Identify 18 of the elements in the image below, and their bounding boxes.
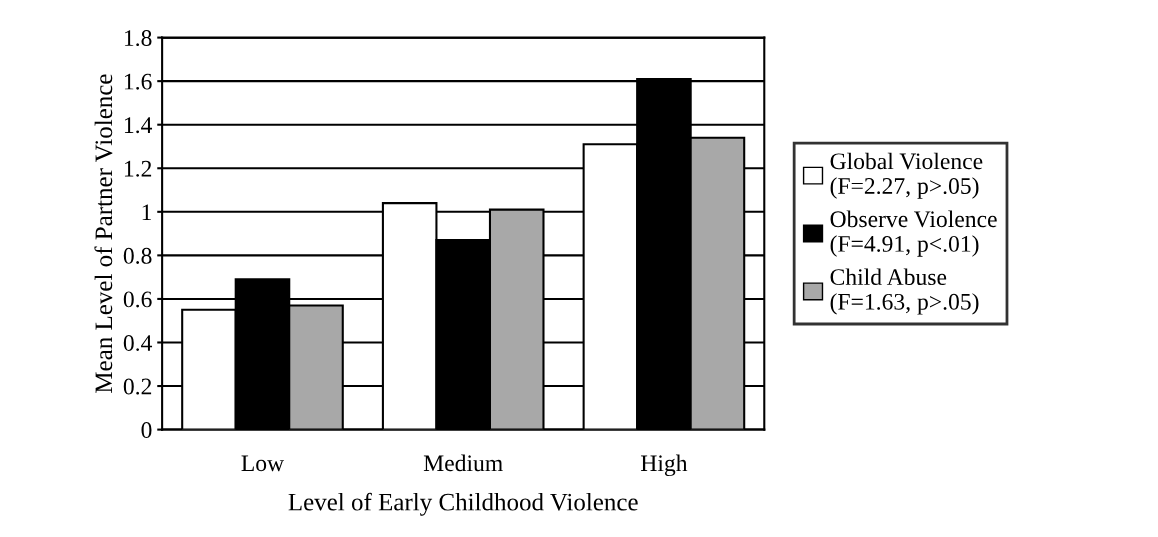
y-tick-label: 0.2	[123, 378, 152, 395]
y-tick-label: 1.4	[124, 117, 153, 134]
legend-label: Child Abuse (F=1.63, p>.05)	[830, 268, 979, 315]
y-tick-label: 0	[141, 422, 152, 439]
legend-label: Observe Violence (F=4.91, p<.01)	[830, 210, 997, 257]
y-tick-label: 1.6	[124, 73, 152, 90]
y-tick-label: 1.2	[124, 160, 152, 177]
y-tick-label: 0.4	[123, 334, 153, 352]
y-tick-label: 0.6	[123, 291, 152, 308]
x-tick-label: Low	[241, 455, 285, 472]
y-tick-label: 1.8	[124, 30, 152, 47]
y-axis-title: Mean Level of Partner Violence	[94, 74, 113, 393]
y-tick-label: 0.8	[123, 247, 152, 264]
y-tick-label: 1	[142, 204, 151, 221]
x-axis-title: Level of Early Childhood Violence	[288, 492, 638, 516]
legend-label: Global Violence (F=2.27, p>.05)	[830, 152, 983, 199]
x-tick-label: High	[640, 454, 688, 477]
x-tick-label: Medium	[423, 454, 503, 472]
